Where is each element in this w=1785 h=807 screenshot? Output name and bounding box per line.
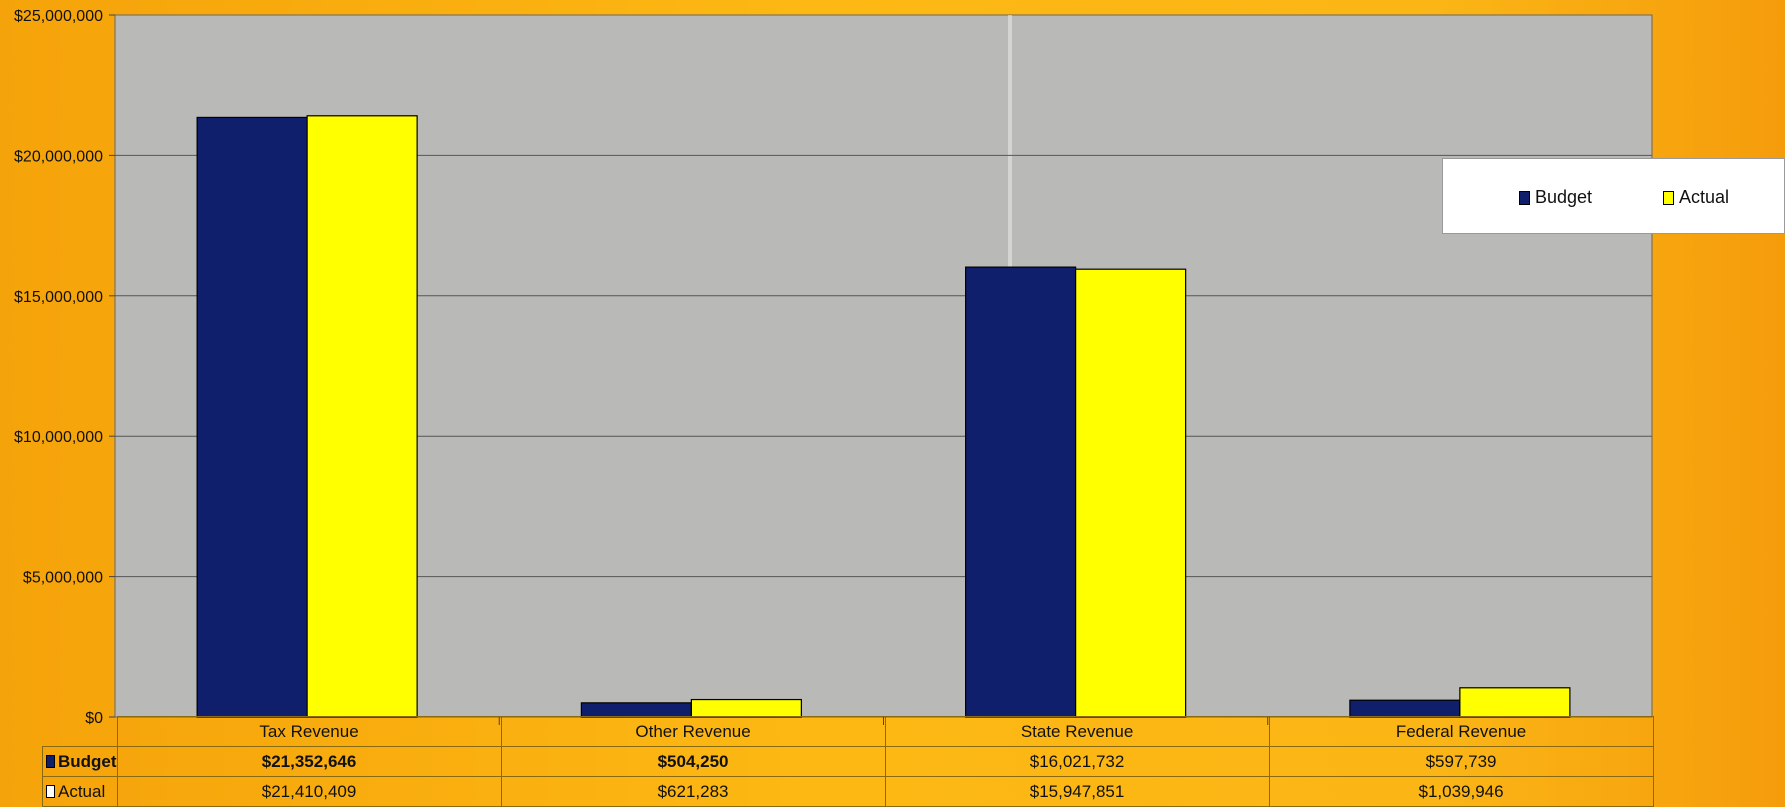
data-cell: $16,021,732 xyxy=(884,746,1270,777)
y-tick-label: $15,000,000 xyxy=(14,289,103,306)
data-cell: $504,250 xyxy=(500,746,886,777)
category-label: Tax Revenue xyxy=(116,716,502,747)
bar-budget-state-revenue xyxy=(965,266,1077,718)
y-tick-label: $20,000,000 xyxy=(14,148,103,165)
row-header-budget: Budget xyxy=(42,746,118,777)
legend-budget: Budget xyxy=(1519,187,1592,208)
row-label: Actual xyxy=(58,781,106,801)
row-header-actual: Actual xyxy=(42,776,118,807)
actual-mini-swatch xyxy=(46,784,55,798)
budget-mini-swatch xyxy=(46,754,55,768)
bar-actual-federal-revenue xyxy=(1459,687,1571,718)
data-cell: $21,352,646 xyxy=(116,746,502,777)
bar-actual-other-revenue xyxy=(690,698,802,718)
data-table-row-budget: Budget $21,352,646 $504,250 $16,021,732 … xyxy=(42,746,1654,777)
data-table-corner xyxy=(42,716,118,747)
legend-actual: Actual xyxy=(1663,187,1729,208)
legend-budget-label: Budget xyxy=(1535,187,1593,207)
data-table-row-actual: Actual $21,410,409 $621,283 $15,947,851 … xyxy=(42,776,1654,807)
data-cell: $621,283 xyxy=(500,776,886,807)
row-label: Budget xyxy=(58,751,117,771)
y-tick-label: $10,000,000 xyxy=(14,429,103,446)
y-tick-label: $25,000,000 xyxy=(14,8,103,25)
legend-actual-label: Actual xyxy=(1679,187,1730,207)
data-cell: $597,739 xyxy=(1268,746,1654,777)
bar-actual-tax-revenue xyxy=(306,115,418,718)
legend-budget-swatch xyxy=(1519,190,1530,205)
category-label: Federal Revenue xyxy=(1268,716,1654,747)
y-tick-label: $5,000,000 xyxy=(23,570,103,587)
data-table-header-row: Tax Revenue Other Revenue State Revenue … xyxy=(42,716,1654,747)
legend-actual-swatch xyxy=(1663,190,1674,205)
data-cell: $1,039,946 xyxy=(1268,776,1654,807)
data-cell: $15,947,851 xyxy=(884,776,1270,807)
data-table: Tax Revenue Other Revenue State Revenue … xyxy=(42,716,1654,807)
category-label: Other Revenue xyxy=(500,716,886,747)
category-label: State Revenue xyxy=(884,716,1270,747)
data-cell: $21,410,409 xyxy=(116,776,502,807)
bar-budget-other-revenue xyxy=(580,702,692,718)
bar-budget-federal-revenue xyxy=(1349,699,1461,718)
bar-actual-state-revenue xyxy=(1075,268,1187,718)
chart-legend: Budget Actual xyxy=(1442,158,1785,234)
bar-budget-tax-revenue xyxy=(196,116,308,718)
